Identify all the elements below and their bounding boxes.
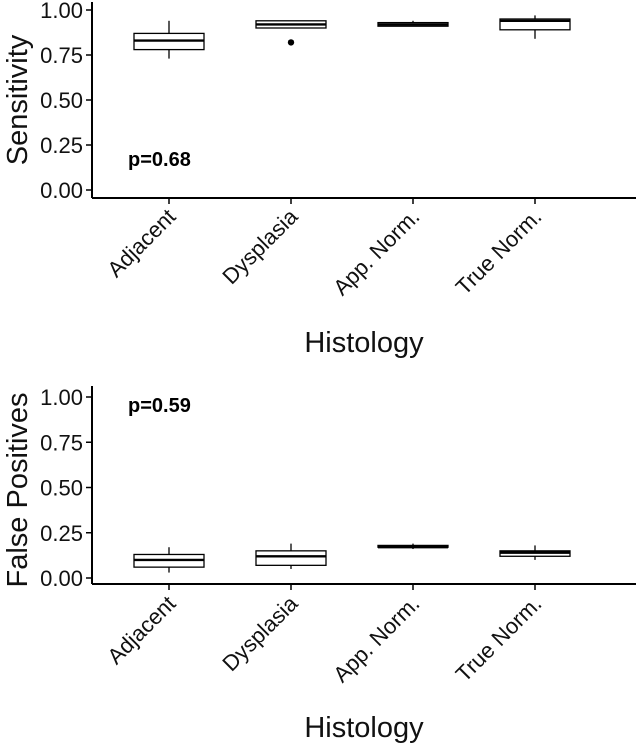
y-tick-label: 0.25: [40, 133, 83, 158]
outlier-point: [287, 39, 295, 46]
y-tick-label: 0.25: [40, 521, 83, 546]
x-tick-label: True Norm.: [451, 204, 547, 300]
y-axis-title: Sensitivity: [2, 34, 34, 165]
false-positives-panel: False Positives Histology p=0.59 0.00 0.2…: [2, 385, 636, 744]
box-adjacent: [133, 547, 205, 573]
x-tick-label: Dysplasia: [217, 203, 303, 289]
y-axis-title: False Positives: [2, 392, 34, 587]
box-true-norm: [499, 545, 571, 560]
y-tick-label: 0.50: [40, 88, 83, 113]
box-adjacent: [133, 20, 205, 59]
iqr-box: [255, 550, 327, 566]
y-tick-label: 0.50: [40, 476, 83, 501]
box-dysplasia: [255, 543, 327, 569]
x-tick-label: True Norm.: [451, 591, 547, 687]
sensitivity-panel: Sensitivity Histology p=0.68 0.00 0.25 0.5…: [2, 0, 636, 359]
y-tick-label: 0.00: [40, 566, 83, 591]
x-axis-title: Histology: [304, 327, 424, 359]
box-app-norm: [377, 20, 449, 27]
box-marks: [133, 543, 571, 573]
y-tick-label: 0.75: [40, 430, 83, 455]
x-tick-label: Adjacent: [102, 591, 180, 669]
box-true-norm: [499, 15, 571, 39]
x-tick-label: Dysplasia: [217, 590, 303, 676]
axes: 0.00 0.25 0.50 0.75 1.00 Adjacent Dysplasia App…: [40, 385, 636, 687]
p-value-annotation: p=0.59: [128, 395, 191, 417]
x-tick-label: App. Norm.: [328, 204, 424, 300]
y-tick-label: 1.00: [40, 0, 83, 23]
y-tick-label: 0.00: [40, 178, 83, 203]
x-tick-label: App. Norm.: [328, 591, 424, 687]
box-marks: [133, 15, 571, 59]
y-tick-label: 0.75: [40, 43, 83, 68]
x-tick-label: Adjacent: [102, 204, 180, 282]
y-tick-label: 1.00: [40, 385, 83, 410]
box-app-norm: [377, 543, 449, 550]
p-value-annotation: p=0.68: [128, 149, 191, 171]
x-axis-title: Histology: [304, 712, 424, 744]
iqr-box: [499, 18, 571, 31]
box-dysplasia: [255, 20, 327, 46]
